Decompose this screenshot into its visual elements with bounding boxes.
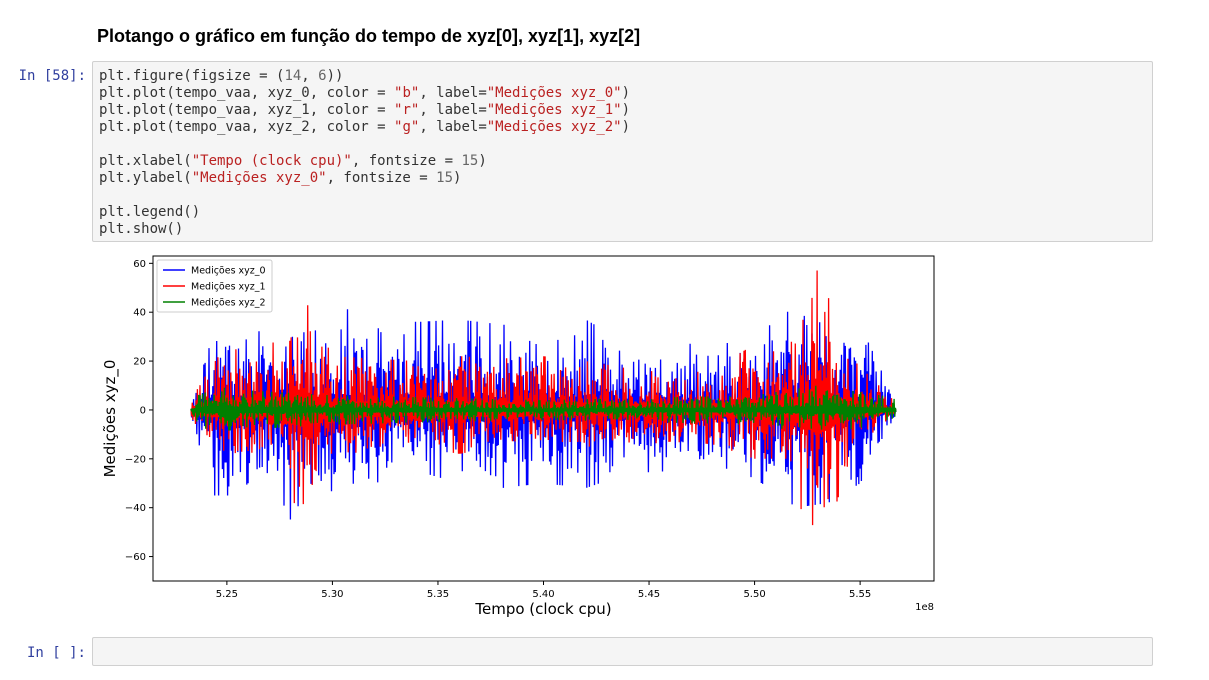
code-cell[interactable]: plt.figure(figsize = (14, 6)) plt.plot(t… — [92, 61, 1153, 242]
y-tick-label: −40 — [125, 503, 146, 514]
x-tick-label: 5.55 — [849, 589, 871, 600]
x-tick-label: 5.30 — [321, 589, 343, 600]
code-line: plt.plot(tempo_vaa, xyz_2, color = "g", … — [99, 119, 630, 135]
legend-label: Medições xyz_0 — [191, 266, 266, 277]
y-tick-label: −20 — [125, 454, 146, 465]
code-line: plt.legend() — [99, 204, 200, 220]
x-tick-label: 5.25 — [216, 589, 238, 600]
x-axis-label: Tempo (clock cpu) — [474, 600, 611, 618]
legend-label: Medições xyz_1 — [191, 282, 266, 293]
x-tick-label: 5.50 — [743, 589, 765, 600]
empty-cell-prompt: In [ ]: — [6, 645, 86, 661]
cell-prompt: In [58]: — [6, 68, 86, 84]
code-line: plt.plot(tempo_vaa, xyz_1, color = "r", … — [99, 102, 630, 118]
code-line: plt.figure(figsize = (14, 6)) — [99, 68, 343, 84]
markdown-heading: Plotango o gráfico em função do tempo de… — [97, 26, 640, 47]
y-tick-label: −60 — [125, 552, 146, 563]
code-line: plt.show() — [99, 221, 183, 237]
y-axis-label: Medições xyz_0 — [101, 360, 120, 478]
code-line: plt.plot(tempo_vaa, xyz_0, color = "b", … — [99, 85, 630, 101]
y-tick-label: 60 — [133, 259, 146, 270]
code-line: plt.ylabel("Medições xyz_0", fontsize = … — [99, 170, 461, 186]
legend-label: Medições xyz_2 — [191, 298, 266, 309]
code-line: plt.xlabel("Tempo (clock cpu)", fontsize… — [99, 153, 487, 169]
x-tick-label: 5.40 — [532, 589, 554, 600]
y-tick-label: 0 — [140, 405, 146, 416]
cell-output: 5.25 5.30 5.35 5.40 5.45 5.50 5.55 60 40 20 0 −20 −4… — [95, 250, 945, 625]
x-tick-label: 5.45 — [638, 589, 660, 600]
y-tick-label: 20 — [133, 357, 146, 368]
line-chart: 5.25 5.30 5.35 5.40 5.45 5.50 5.55 60 40 20 0 −20 −4… — [95, 250, 945, 620]
empty-code-cell[interactable] — [92, 637, 1153, 666]
y-tick-label: 40 — [133, 308, 146, 319]
x-tick-label: 5.35 — [427, 589, 449, 600]
code-editor[interactable]: plt.figure(figsize = (14, 6)) plt.plot(t… — [93, 62, 1152, 238]
x-offset-label: 1e8 — [915, 602, 934, 613]
